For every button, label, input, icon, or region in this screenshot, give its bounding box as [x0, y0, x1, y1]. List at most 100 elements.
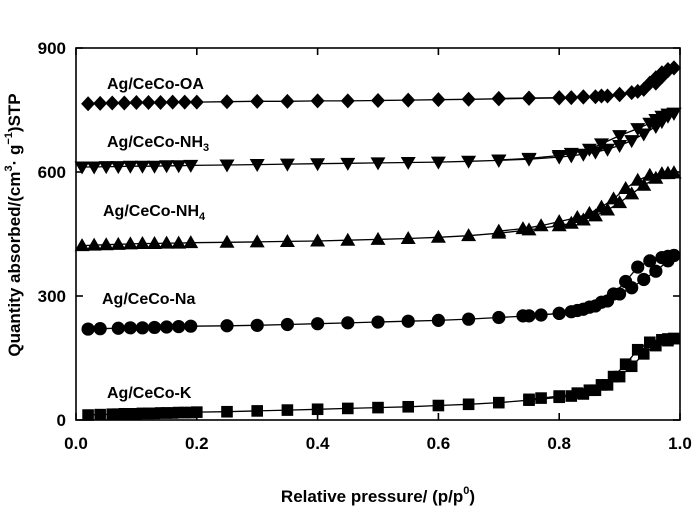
- diamond-marker: [250, 93, 265, 109]
- triangle-up-marker: [122, 236, 138, 250]
- triangle-down-marker: [400, 156, 416, 170]
- triangle-down-marker: [279, 158, 295, 172]
- series-layer: [74, 60, 682, 421]
- diamond-marker: [340, 93, 355, 109]
- square-marker: [221, 405, 233, 418]
- series-ag-ceco-nh4: [74, 165, 682, 252]
- triangle-down-marker: [86, 161, 102, 175]
- series-ag-ceco-nh3: [74, 107, 682, 175]
- square-marker: [523, 393, 535, 406]
- triangle-up-marker: [533, 218, 549, 232]
- triangle-up-marker: [551, 214, 567, 228]
- square-marker: [372, 401, 384, 414]
- y-axis-title: Quantity absorbed/(cm3· g−1)STP: [3, 93, 24, 356]
- circle-marker: [371, 315, 385, 329]
- triangle-down-marker: [134, 160, 150, 174]
- square-marker: [595, 379, 608, 391]
- triangle-down-marker: [74, 161, 90, 175]
- square-marker: [644, 336, 656, 349]
- diamond-marker: [93, 95, 108, 111]
- triangle-down-marker: [183, 159, 199, 173]
- triangle-up-marker: [74, 238, 90, 252]
- diamond-marker: [642, 75, 657, 91]
- triangle-up-marker: [110, 236, 126, 250]
- x-tick-label: 0.6: [427, 434, 451, 453]
- diamond-marker: [630, 83, 645, 99]
- square-marker: [571, 387, 584, 399]
- square-marker: [662, 333, 674, 345]
- series-label: Ag/CeCo-K: [107, 385, 192, 402]
- circle-marker: [492, 310, 506, 325]
- triangle-down-marker: [612, 130, 628, 144]
- triangle-down-marker: [249, 159, 265, 173]
- triangle-down-marker: [642, 117, 658, 131]
- triangle-up-marker: [219, 234, 235, 248]
- triangle-down-marker: [593, 138, 609, 152]
- diamond-marker: [522, 90, 536, 106]
- triangle-up-marker: [593, 199, 609, 213]
- diamond-marker: [280, 93, 295, 109]
- triangle-down-marker: [147, 160, 163, 174]
- square-marker: [462, 398, 475, 411]
- square-marker: [166, 407, 179, 419]
- diamond-marker: [576, 89, 591, 105]
- circle-marker: [93, 322, 107, 336]
- square-marker: [118, 408, 131, 420]
- square-marker: [281, 404, 294, 416]
- square-marker: [535, 392, 547, 404]
- square-marker: [142, 407, 155, 420]
- circle-marker: [135, 321, 150, 335]
- triangle-up-marker: [491, 223, 507, 237]
- circle-marker: [160, 320, 174, 334]
- triangle-down-marker: [624, 135, 640, 149]
- circle-marker: [250, 318, 264, 332]
- diamond-marker: [401, 92, 416, 108]
- diamond-marker: [117, 95, 132, 111]
- triangle-up-marker: [642, 167, 658, 181]
- square-marker: [106, 408, 119, 421]
- x-axis-title: Relative pressure/ (p/p0): [281, 485, 475, 506]
- square-marker: [493, 396, 505, 409]
- triangle-down-marker: [551, 149, 567, 163]
- square-marker: [589, 384, 602, 397]
- square-marker: [625, 360, 638, 373]
- square-marker: [342, 402, 354, 415]
- circle-marker: [341, 316, 355, 330]
- triangle-up-marker: [171, 235, 187, 249]
- circle-marker: [431, 313, 445, 327]
- triangle-down-marker: [219, 159, 235, 173]
- triangle-up-marker: [370, 231, 386, 245]
- triangle-down-marker: [630, 123, 646, 137]
- circle-marker: [172, 319, 186, 334]
- triangle-up-marker: [340, 232, 356, 246]
- square-marker: [130, 408, 143, 420]
- circle-marker: [81, 322, 95, 336]
- triangle-down-marker: [340, 157, 356, 171]
- square-marker: [607, 370, 620, 383]
- circle-marker: [594, 295, 609, 309]
- triangle-up-marker: [461, 228, 477, 242]
- triangle-down-marker: [581, 143, 597, 157]
- triangle-down-marker: [461, 155, 477, 169]
- circle-marker: [649, 264, 663, 278]
- diamond-marker: [220, 94, 234, 110]
- square-marker: [637, 348, 650, 360]
- square-marker: [601, 379, 614, 391]
- square-marker: [160, 407, 173, 419]
- triangle-up-marker: [606, 191, 622, 205]
- diamond-marker: [612, 86, 627, 102]
- circle-marker: [280, 317, 294, 332]
- diamond-marker: [105, 95, 120, 111]
- triangle-down-marker: [310, 158, 326, 172]
- triangle-up-marker: [654, 166, 670, 180]
- triangle-up-marker: [147, 236, 163, 250]
- square-marker: [583, 384, 596, 397]
- triangle-up-marker: [249, 234, 265, 248]
- square-marker: [148, 407, 161, 420]
- square-marker: [112, 408, 125, 421]
- circle-marker: [401, 314, 415, 328]
- triangle-down-marker: [122, 160, 138, 174]
- diamond-marker: [81, 96, 96, 112]
- triangle-up-marker: [581, 205, 597, 219]
- square-marker: [94, 408, 106, 421]
